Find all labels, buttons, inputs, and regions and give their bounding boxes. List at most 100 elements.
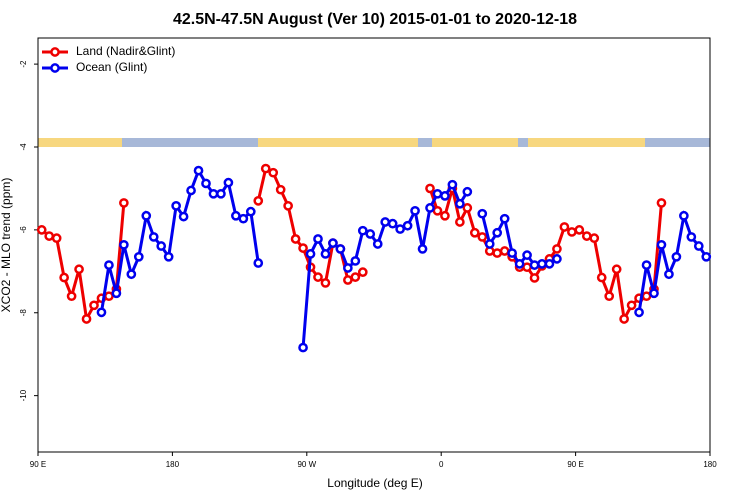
data-point bbox=[484, 239, 495, 249]
land-mask-band bbox=[38, 138, 710, 147]
data-point bbox=[701, 251, 712, 262]
data-point bbox=[74, 264, 84, 275]
data-point bbox=[171, 200, 181, 211]
data-point bbox=[656, 198, 667, 208]
data-point bbox=[320, 278, 331, 288]
data-point bbox=[649, 288, 659, 299]
data-point bbox=[581, 231, 592, 241]
data-point bbox=[133, 251, 144, 262]
data-point bbox=[283, 200, 293, 211]
data-point bbox=[238, 213, 249, 224]
series-line bbox=[40, 166, 663, 324]
data-point bbox=[596, 272, 607, 283]
data-point bbox=[223, 177, 234, 188]
data-point bbox=[156, 241, 167, 251]
data-point bbox=[66, 291, 77, 302]
data-point bbox=[328, 238, 338, 248]
data-point bbox=[425, 183, 435, 194]
data-point bbox=[671, 251, 682, 262]
data-point bbox=[462, 203, 473, 213]
y-tick-label: -6 bbox=[19, 226, 28, 234]
data-point bbox=[432, 188, 443, 199]
land-band bbox=[258, 138, 418, 147]
data-point bbox=[59, 272, 69, 283]
data-point bbox=[343, 263, 353, 273]
x-tick-label: 90 W bbox=[297, 460, 316, 469]
y-axis-label: XCO2 - MLO trend (ppm) bbox=[0, 178, 13, 313]
data-point bbox=[148, 232, 159, 242]
data-point bbox=[477, 232, 488, 242]
data-point bbox=[111, 288, 122, 299]
data-point bbox=[253, 258, 264, 268]
data-point bbox=[253, 196, 264, 206]
data-point bbox=[499, 213, 510, 224]
data-point bbox=[126, 269, 137, 280]
data-point bbox=[193, 165, 204, 176]
plot-frame bbox=[37, 37, 711, 453]
data-point bbox=[372, 239, 383, 249]
legend: Land (Nadir&Glint) Ocean (Glint) bbox=[42, 44, 175, 74]
data-point bbox=[81, 314, 92, 324]
data-point bbox=[455, 217, 465, 227]
data-point bbox=[492, 227, 503, 238]
data-point bbox=[104, 260, 114, 270]
data-point bbox=[552, 254, 562, 264]
data-point bbox=[201, 178, 211, 189]
legend-label: Ocean (Glint) bbox=[76, 60, 147, 74]
data-point bbox=[320, 249, 331, 259]
x-tick-label: 0 bbox=[439, 460, 444, 469]
data-point bbox=[365, 229, 376, 239]
data-point bbox=[402, 220, 413, 231]
data-point bbox=[641, 260, 652, 270]
data-point bbox=[664, 269, 674, 280]
data-point bbox=[641, 291, 652, 302]
data-point bbox=[245, 206, 256, 217]
data-point bbox=[268, 167, 279, 178]
land-band bbox=[432, 138, 518, 147]
land-band bbox=[38, 138, 122, 147]
data-point bbox=[462, 186, 473, 197]
data-point bbox=[104, 291, 114, 302]
data-point bbox=[44, 231, 55, 241]
chart-title: 42.5N-47.5N August (Ver 10) 2015-01-01 t… bbox=[173, 11, 577, 28]
data-point bbox=[679, 210, 689, 221]
data-point bbox=[387, 218, 398, 229]
data-point bbox=[260, 163, 271, 174]
data-point bbox=[380, 217, 391, 227]
data-point bbox=[537, 259, 547, 269]
x-tick-label: 180 bbox=[166, 460, 180, 469]
x-tick-label: 180 bbox=[703, 460, 717, 469]
data-point bbox=[298, 342, 308, 353]
data-point bbox=[522, 262, 532, 273]
x-axis-label: Longitude (deg E) bbox=[327, 476, 422, 490]
data-point bbox=[604, 291, 615, 302]
data-point bbox=[313, 272, 323, 282]
data-point bbox=[163, 251, 174, 262]
data-point bbox=[544, 259, 555, 269]
data-point bbox=[298, 243, 308, 253]
data-point bbox=[469, 227, 480, 238]
data-point bbox=[529, 273, 540, 283]
data-point bbox=[89, 300, 99, 311]
data-point bbox=[417, 244, 428, 254]
data-point bbox=[425, 203, 435, 213]
data-point bbox=[529, 260, 540, 270]
y-tick-label: -4 bbox=[19, 143, 28, 151]
data-point bbox=[507, 248, 517, 258]
legend-swatch-marker bbox=[50, 63, 60, 73]
data-point bbox=[589, 233, 600, 244]
data-point bbox=[357, 225, 368, 236]
data-point bbox=[514, 259, 525, 269]
data-point bbox=[522, 250, 532, 261]
data-point bbox=[440, 191, 450, 201]
data-point bbox=[559, 222, 570, 232]
data-point bbox=[119, 198, 129, 208]
data-point bbox=[455, 198, 465, 209]
data-point bbox=[634, 307, 644, 318]
data-point bbox=[492, 248, 503, 258]
land-band bbox=[528, 138, 645, 147]
data-point bbox=[410, 205, 420, 216]
series-line bbox=[99, 167, 708, 348]
data-point bbox=[395, 224, 405, 234]
